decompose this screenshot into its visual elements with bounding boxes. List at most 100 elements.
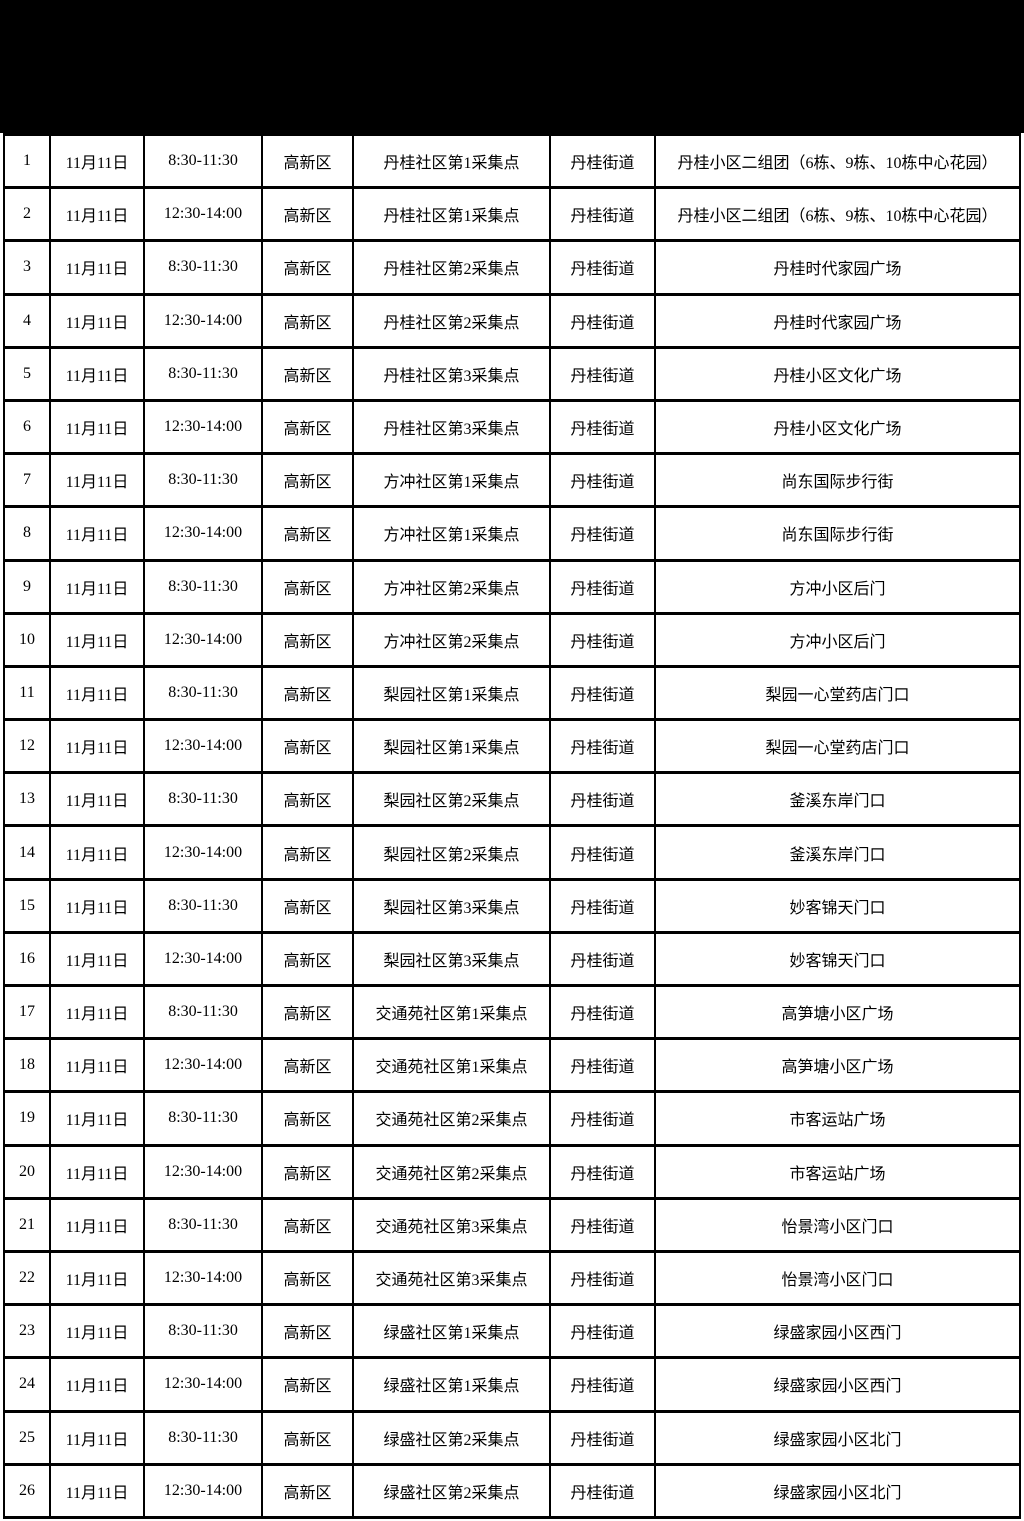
cell-location: 梨园一心堂药店门口: [654, 664, 1021, 722]
table-row: 3 11月11日 8:30-11:30 高新区 丹桂社区第2采集点 丹桂街道 丹桂时代家园广…: [3, 239, 1021, 296]
cell-site: 梨园社区第3采集点: [352, 930, 551, 988]
cell-site: 梨园社区第1采集点: [352, 718, 551, 775]
cell-index: 20: [3, 1143, 51, 1200]
table-row: 4 11月11日 12:30-14:00 高新区 丹桂社区第2采集点 丹桂街道 丹桂时代家园…: [3, 292, 1021, 349]
cell-index: 16: [3, 930, 51, 988]
cell-street: 丹桂街道: [549, 771, 656, 828]
cell-district: 高新区: [261, 292, 354, 349]
cell-date: 11月11日: [49, 1037, 145, 1094]
cell-site: 丹桂社区第3采集点: [352, 345, 551, 402]
cell-index: 12: [3, 718, 51, 775]
cell-index: 26: [3, 1462, 51, 1520]
cell-time: 12:30-14:00: [143, 1037, 263, 1094]
table-row: 10 11月11日 12:30-14:00 高新区 方冲社区第2采集点 丹桂街道 方冲小区后…: [3, 611, 1021, 668]
cell-street: 丹桂街道: [549, 239, 656, 296]
cell-location: 丹桂小区文化广场: [654, 345, 1021, 402]
cell-street: 丹桂街道: [549, 132, 656, 190]
cell-time: 8:30-11:30: [143, 558, 263, 615]
cell-time: 8:30-11:30: [143, 132, 263, 190]
cell-date: 11月11日: [49, 771, 145, 828]
table-row: 17 11月11日 8:30-11:30 高新区 交通苑社区第1采集点 丹桂街道 高笋塘小区…: [3, 983, 1021, 1041]
cell-site: 交通苑社区第1采集点: [352, 983, 551, 1041]
cell-location: 绿盛家园小区北门: [654, 1462, 1021, 1520]
cell-site: 交通苑社区第2采集点: [352, 1143, 551, 1200]
table-row: 22 11月11日 12:30-14:00 高新区 交通苑社区第3采集点 丹桂街道 怡景湾小…: [3, 1249, 1021, 1307]
cell-district: 高新区: [261, 718, 354, 775]
cell-district: 高新区: [261, 186, 354, 243]
collection-schedule-table: 1 11月11日 8:30-11:30 高新区 丹桂社区第1采集点 丹桂街道 丹桂小区二组团…: [3, 132, 1021, 1520]
cell-district: 高新区: [261, 611, 354, 668]
table-row: 26 11月11日 12:30-14:00 高新区 绿盛社区第2采集点 丹桂街道 绿盛家园小…: [3, 1462, 1021, 1520]
cell-site: 绿盛社区第2采集点: [352, 1462, 551, 1520]
cell-index: 24: [3, 1356, 51, 1413]
cell-street: 丹桂街道: [549, 186, 656, 243]
cell-site: 方冲社区第1采集点: [352, 505, 551, 562]
cell-site: 绿盛社区第1采集点: [352, 1356, 551, 1413]
cell-index: 23: [3, 1303, 51, 1360]
cell-time: 12:30-14:00: [143, 1462, 263, 1520]
cell-location: 高笋塘小区广场: [654, 1037, 1021, 1094]
cell-time: 12:30-14:00: [143, 718, 263, 775]
cell-site: 梨园社区第1采集点: [352, 664, 551, 722]
cell-date: 11月11日: [49, 877, 145, 934]
cell-street: 丹桂街道: [549, 877, 656, 934]
cell-district: 高新区: [261, 345, 354, 402]
cell-date: 11月11日: [49, 292, 145, 349]
cell-date: 11月11日: [49, 398, 145, 456]
cell-index: 14: [3, 824, 51, 881]
table-row: 8 11月11日 12:30-14:00 高新区 方冲社区第1采集点 丹桂街道 尚东国际步行…: [3, 505, 1021, 562]
cell-street: 丹桂街道: [549, 1462, 656, 1520]
cell-site: 交通苑社区第3采集点: [352, 1196, 551, 1253]
cell-index: 8: [3, 505, 51, 562]
cell-location: 绿盛家园小区西门: [654, 1356, 1021, 1413]
cell-time: 12:30-14:00: [143, 930, 263, 988]
cell-location: 怡景湾小区门口: [654, 1196, 1021, 1253]
cell-district: 高新区: [261, 505, 354, 562]
table-row: 1 11月11日 8:30-11:30 高新区 丹桂社区第1采集点 丹桂街道 丹桂小区二组团…: [3, 132, 1021, 190]
cell-district: 高新区: [261, 983, 354, 1041]
cell-district: 高新区: [261, 824, 354, 881]
cell-location: 梨园一心堂药店门口: [654, 718, 1021, 775]
cell-district: 高新区: [261, 1143, 354, 1200]
table-row: 5 11月11日 8:30-11:30 高新区 丹桂社区第3采集点 丹桂街道 丹桂小区文化广…: [3, 345, 1021, 402]
cell-site: 方冲社区第2采集点: [352, 611, 551, 668]
cell-street: 丹桂街道: [549, 1356, 656, 1413]
cell-time: 12:30-14:00: [143, 505, 263, 562]
cell-street: 丹桂街道: [549, 824, 656, 881]
cell-date: 11月11日: [49, 1462, 145, 1520]
cell-time: 12:30-14:00: [143, 611, 263, 668]
cell-date: 11月11日: [49, 239, 145, 296]
cell-location: 妙客锦天门口: [654, 877, 1021, 934]
cell-site: 绿盛社区第1采集点: [352, 1303, 551, 1360]
cell-location: 市客运站广场: [654, 1090, 1021, 1147]
cell-street: 丹桂街道: [549, 558, 656, 615]
cell-date: 11月11日: [49, 824, 145, 881]
cell-date: 11月11日: [49, 718, 145, 775]
cell-district: 高新区: [261, 1303, 354, 1360]
cell-district: 高新区: [261, 1409, 354, 1466]
cell-time: 12:30-14:00: [143, 1356, 263, 1413]
cell-site: 交通苑社区第2采集点: [352, 1090, 551, 1147]
cell-district: 高新区: [261, 1090, 354, 1147]
cell-district: 高新区: [261, 452, 354, 509]
cell-date: 11月11日: [49, 930, 145, 988]
cell-street: 丹桂街道: [549, 718, 656, 775]
cell-index: 10: [3, 611, 51, 668]
cell-location: 尚东国际步行街: [654, 452, 1021, 509]
cell-date: 11月11日: [49, 983, 145, 1041]
table-row: 21 11月11日 8:30-11:30 高新区 交通苑社区第3采集点 丹桂街道 怡景湾小区…: [3, 1196, 1021, 1253]
cell-time: 8:30-11:30: [143, 877, 263, 934]
cell-street: 丹桂街道: [549, 1303, 656, 1360]
cell-index: 19: [3, 1090, 51, 1147]
cell-date: 11月11日: [49, 452, 145, 509]
table-row: 16 11月11日 12:30-14:00 高新区 梨园社区第3采集点 丹桂街道 妙客锦天门…: [3, 930, 1021, 988]
cell-date: 11月11日: [49, 1409, 145, 1466]
cell-location: 釜溪东岸门口: [654, 824, 1021, 881]
cell-time: 12:30-14:00: [143, 186, 263, 243]
cell-location: 妙客锦天门口: [654, 930, 1021, 988]
cell-street: 丹桂街道: [549, 1249, 656, 1307]
table-row: 7 11月11日 8:30-11:30 高新区 方冲社区第1采集点 丹桂街道 尚东国际步行街: [3, 452, 1021, 509]
cell-date: 11月11日: [49, 664, 145, 722]
cell-district: 高新区: [261, 930, 354, 988]
cell-date: 11月11日: [49, 1356, 145, 1413]
